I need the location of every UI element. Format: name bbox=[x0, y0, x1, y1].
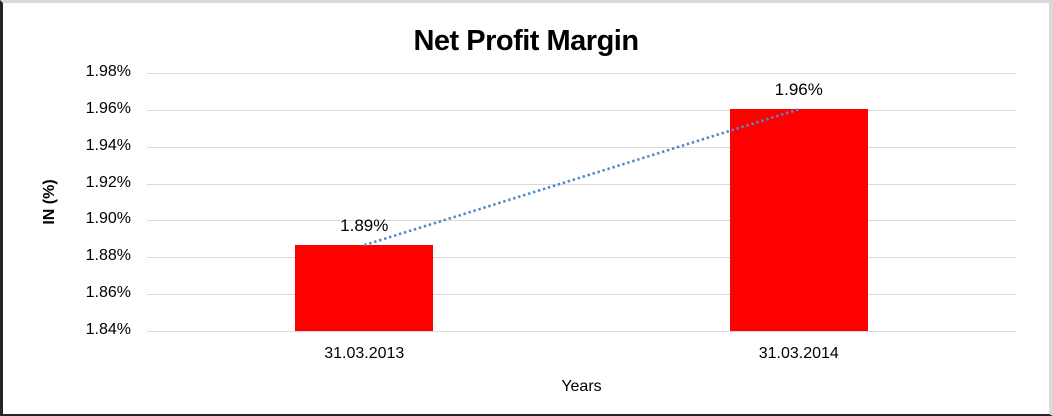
bar-31.03.2014 bbox=[729, 109, 868, 331]
y-tick-label: 1.94% bbox=[85, 136, 131, 154]
x-tick-label: 31.03.2013 bbox=[324, 345, 405, 362]
y-tick-label: 1.98% bbox=[85, 63, 131, 80]
x-axis-title: Years bbox=[561, 378, 602, 395]
gridline bbox=[147, 294, 1016, 296]
x-tick-label: 31.03.2014 bbox=[758, 345, 839, 362]
gridline bbox=[147, 220, 1016, 222]
bar-31.03.2013 bbox=[295, 245, 434, 331]
gridline bbox=[147, 146, 1016, 148]
gridline bbox=[147, 109, 1016, 111]
trendline bbox=[363, 108, 800, 247]
bar-data-label: 1.89% bbox=[340, 216, 389, 236]
y-tick-label: 1.86% bbox=[85, 284, 131, 302]
chart-title: Net Profit Margin bbox=[413, 25, 639, 57]
gridline bbox=[147, 331, 1016, 332]
gridline bbox=[147, 73, 1016, 74]
plot-area: 1.89% 1.96% bbox=[147, 73, 1016, 332]
y-tick-label: 1.84% bbox=[85, 321, 131, 338]
gridline bbox=[147, 257, 1016, 259]
y-tick-label: 1.96% bbox=[85, 99, 131, 117]
gridline bbox=[147, 183, 1016, 185]
y-tick-label: 1.92% bbox=[85, 173, 131, 191]
y-tick-label: 1.88% bbox=[85, 247, 131, 265]
y-tick-label: 1.90% bbox=[85, 210, 131, 228]
bar-data-label: 1.96% bbox=[774, 80, 823, 100]
